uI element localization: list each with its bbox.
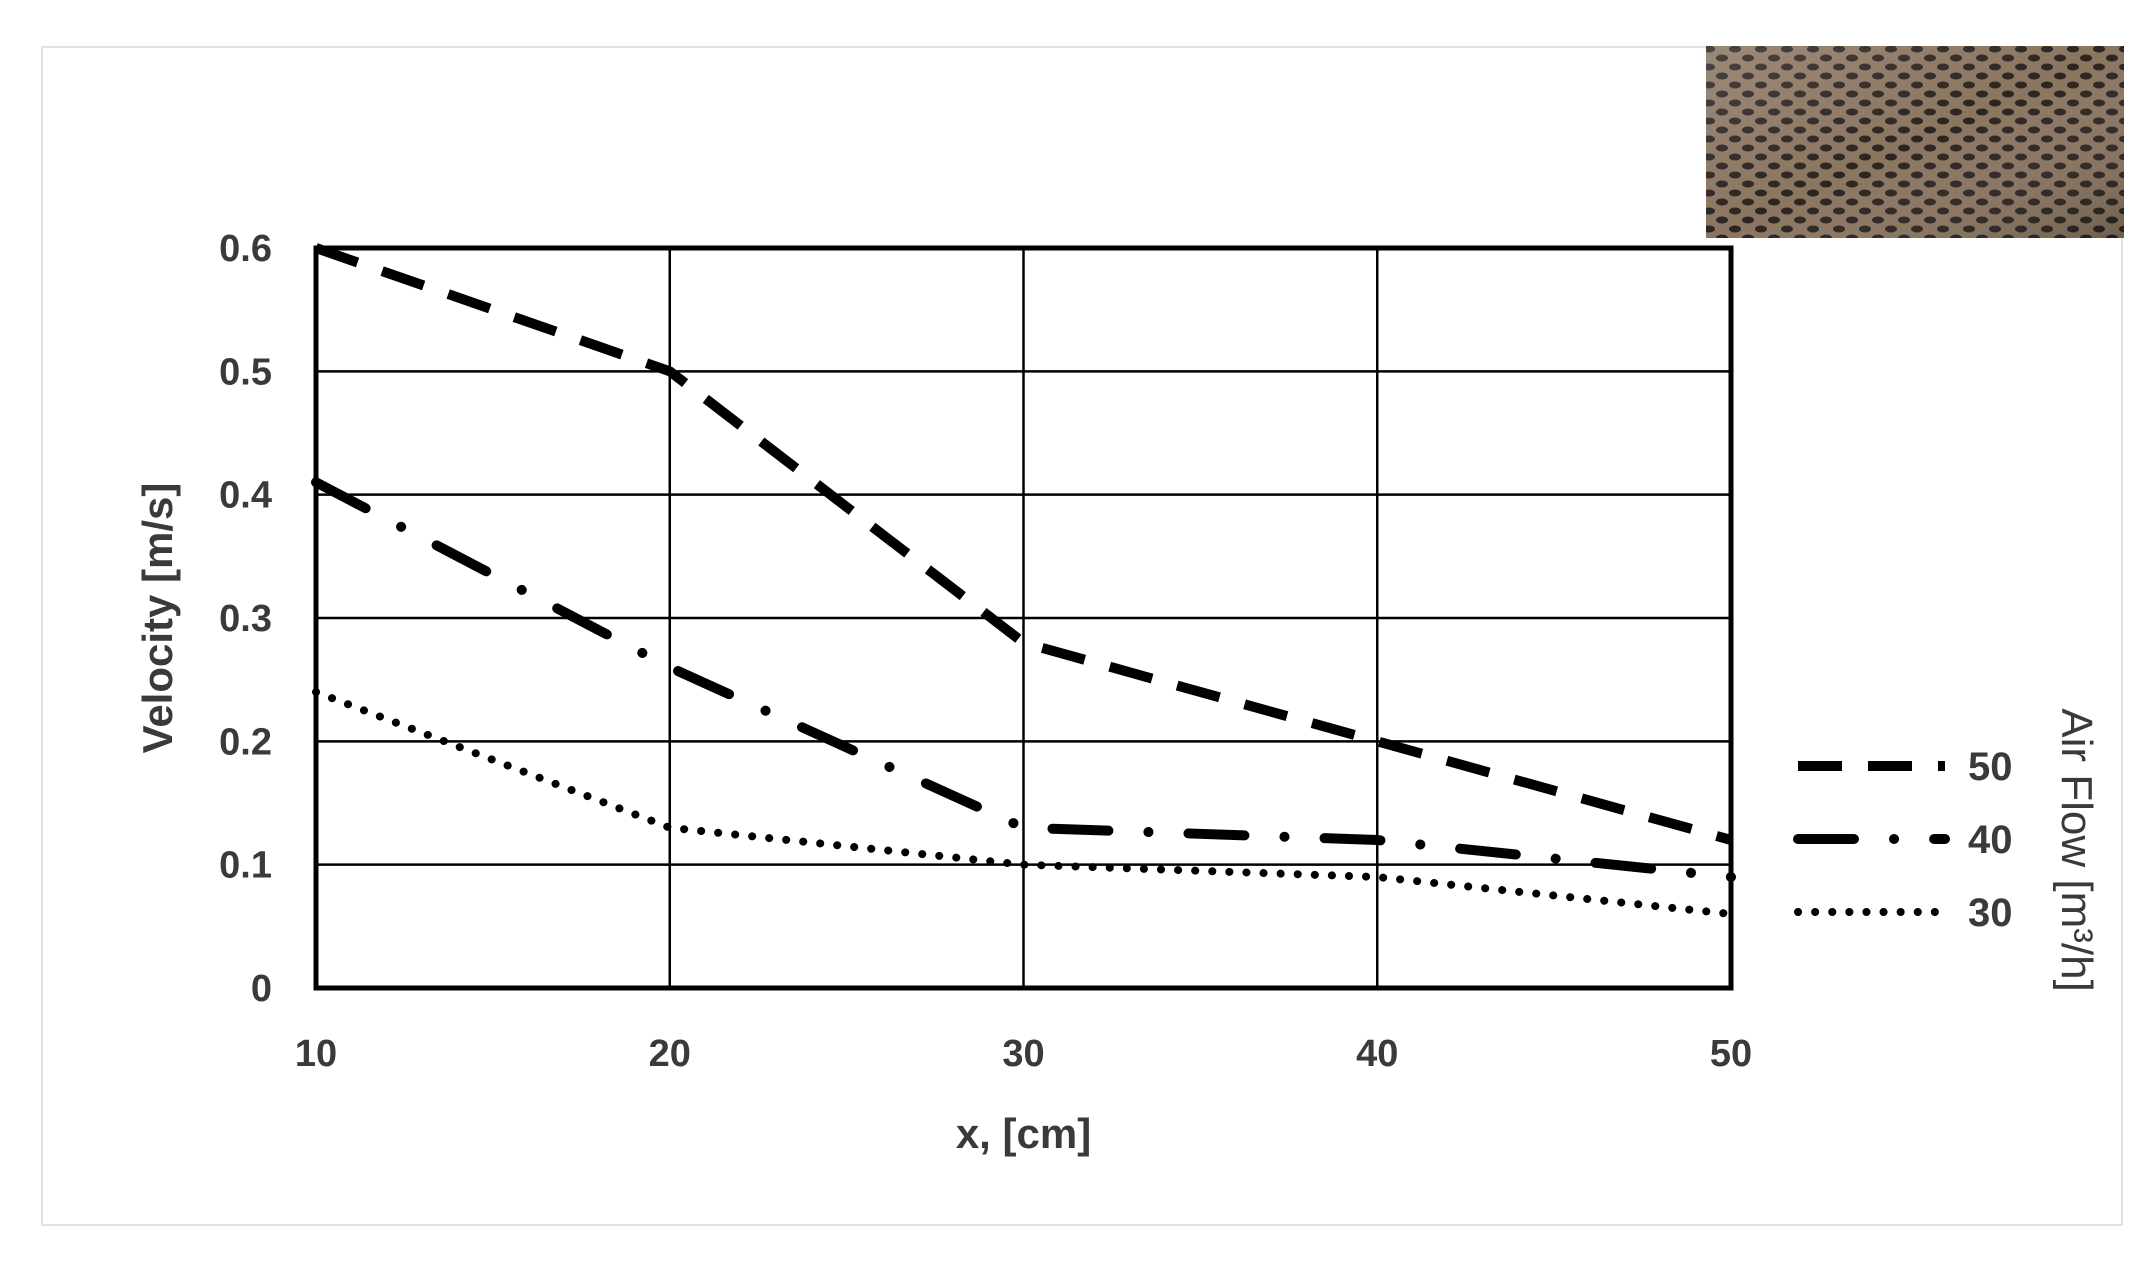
x-tick-label: 30 — [1002, 1033, 1044, 1075]
grid — [314, 246, 1733, 990]
y-tick-labels: 0 0.1 0.2 0.3 0.4 0.5 0.6 — [219, 228, 272, 1010]
y-axis-title: Velocity [m/s] — [134, 483, 181, 754]
y-tick-label: 0.2 — [219, 721, 272, 763]
legend: 50 40 30 — [1793, 745, 2013, 935]
legend-title: Air Flow [m³/h] — [2052, 708, 2101, 992]
legend-label-30: 30 — [1968, 891, 2013, 935]
series-line-30 — [312, 688, 1735, 918]
y-tick-label: 0.3 — [219, 598, 272, 640]
x-tick-label: 10 — [295, 1033, 337, 1075]
x-axis-title: x, [cm] — [956, 1110, 1091, 1157]
y-tick-label: 0 — [251, 968, 272, 1010]
figure-frame — [41, 46, 2123, 1226]
y-tick-label: 0.1 — [219, 845, 272, 887]
x-tick-label: 50 — [1710, 1033, 1752, 1075]
series-line-40 — [311, 477, 1736, 882]
series-layer — [311, 243, 1736, 918]
y-tick-label: 0.6 — [219, 228, 272, 270]
inset-photo — [1706, 46, 2124, 238]
series-line-50 — [314, 243, 1733, 845]
legend-label-40: 40 — [1968, 818, 2013, 862]
legend-label-50: 50 — [1968, 745, 2013, 789]
x-tick-label: 40 — [1356, 1033, 1398, 1075]
plot-border — [313, 245, 1734, 991]
y-tick-label: 0.5 — [219, 351, 272, 393]
x-tick-labels: 10 20 30 40 50 — [295, 1033, 1752, 1075]
x-tick-label: 20 — [649, 1033, 691, 1075]
y-tick-label: 0.4 — [219, 475, 272, 517]
